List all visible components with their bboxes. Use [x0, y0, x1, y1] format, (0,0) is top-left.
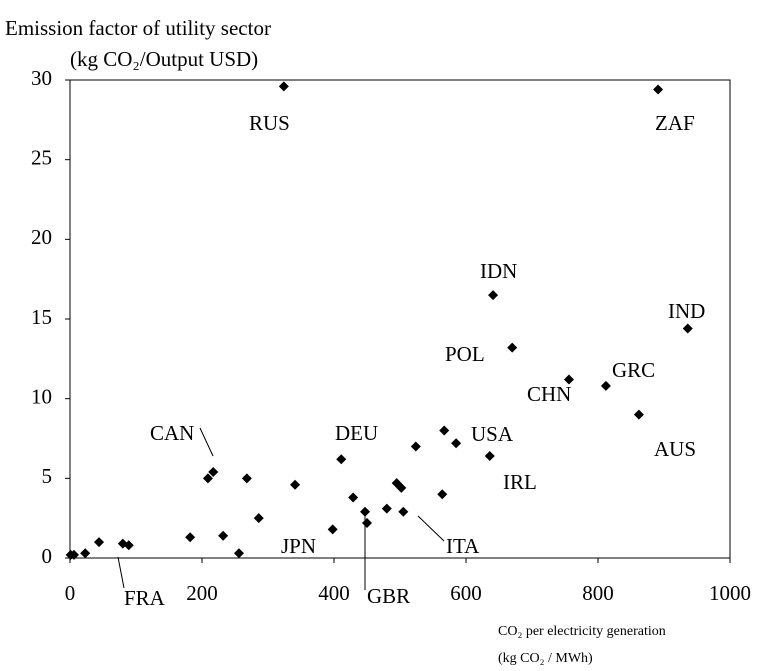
point — [278, 81, 289, 92]
point — [123, 540, 134, 551]
point — [290, 479, 301, 490]
y-axis-label: (kg CO₂/Output USD) — [70, 47, 258, 71]
point — [398, 506, 409, 517]
y-tick-label: 10 — [31, 384, 52, 408]
y-tick-label: 5 — [42, 464, 53, 488]
annotation: DEU — [335, 421, 378, 445]
x-tick-label: 800 — [582, 581, 614, 605]
annotation: CHN — [527, 382, 571, 406]
point — [253, 513, 264, 524]
annotation: JPN — [281, 534, 316, 558]
chart-title: Emission factor of utility sector — [5, 16, 271, 40]
x-tick-label: 1000 — [709, 581, 751, 605]
leader-line — [199, 427, 214, 457]
x-tick-label: 600 — [450, 581, 482, 605]
point — [488, 290, 499, 301]
point — [410, 441, 421, 452]
x-axis-label: (kg CO₂ / MWh) — [498, 651, 593, 666]
annotation: GRC — [612, 358, 655, 382]
point — [327, 524, 338, 535]
point — [80, 548, 91, 559]
annotation: IND — [668, 299, 705, 323]
point — [563, 374, 574, 385]
x-axis-label: CO₂ per electricity generation — [498, 624, 666, 639]
point — [208, 466, 219, 477]
y-tick-label: 15 — [31, 305, 52, 329]
annotation: ITA — [446, 534, 480, 558]
point — [396, 482, 407, 493]
point — [362, 517, 372, 528]
point — [360, 506, 371, 517]
x-tick-label: 400 — [318, 581, 350, 605]
y-tick-label: 25 — [31, 145, 52, 169]
annotation: GBR — [367, 584, 410, 608]
x-tick-label: 200 — [186, 581, 218, 605]
annotation: AUS — [654, 437, 696, 461]
point — [682, 323, 693, 334]
annotation: USA — [471, 422, 514, 446]
point — [94, 537, 105, 548]
point — [241, 473, 252, 484]
point — [451, 438, 462, 449]
x-tick-label: 0 — [65, 581, 76, 605]
annotation: IDN — [480, 259, 517, 283]
point — [218, 530, 229, 541]
point — [437, 489, 448, 500]
y-tick-label: 0 — [42, 544, 53, 568]
point — [381, 503, 392, 514]
point — [600, 380, 611, 391]
point — [348, 492, 359, 503]
point — [185, 532, 196, 543]
point — [653, 84, 664, 95]
annotation: POL — [445, 342, 485, 366]
point — [507, 342, 518, 353]
point — [439, 425, 450, 436]
point — [633, 409, 644, 420]
annotation: ZAF — [655, 111, 695, 135]
point — [68, 549, 79, 560]
point — [484, 451, 495, 462]
annotation: CAN — [150, 421, 194, 445]
annotation: RUS — [249, 111, 290, 135]
leader-line — [117, 556, 125, 589]
point — [202, 473, 213, 484]
y-tick-label: 30 — [31, 66, 52, 90]
point — [336, 454, 347, 465]
y-tick-label: 20 — [31, 225, 52, 249]
leader-line — [417, 515, 445, 542]
annotation: IRL — [503, 470, 537, 494]
annotation: FRA — [124, 586, 166, 610]
point — [233, 548, 244, 559]
